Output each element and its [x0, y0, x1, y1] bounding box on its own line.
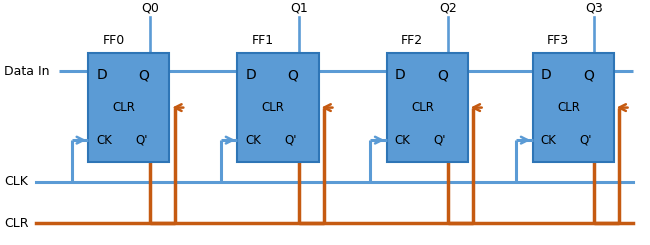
Text: FF1: FF1 — [252, 35, 274, 48]
Text: FF0: FF0 — [103, 35, 125, 48]
Text: CLR: CLR — [262, 101, 285, 114]
Text: D: D — [96, 68, 107, 82]
Text: D: D — [246, 68, 256, 82]
Text: CK: CK — [246, 134, 261, 147]
Text: CLK: CLK — [4, 175, 28, 188]
FancyBboxPatch shape — [387, 53, 468, 162]
Text: FF3: FF3 — [547, 35, 569, 48]
Text: Q2: Q2 — [439, 2, 457, 15]
Text: Q: Q — [288, 68, 298, 82]
Text: Q: Q — [138, 68, 150, 82]
Text: Q3: Q3 — [585, 2, 603, 15]
Text: D: D — [395, 68, 406, 82]
FancyBboxPatch shape — [88, 53, 170, 162]
FancyBboxPatch shape — [532, 53, 614, 162]
Text: Data In: Data In — [4, 65, 49, 78]
Text: Q': Q' — [285, 134, 297, 147]
Text: Q': Q' — [580, 134, 592, 147]
Text: Q: Q — [583, 68, 593, 82]
Text: CK: CK — [395, 134, 411, 147]
Text: CLR: CLR — [557, 101, 580, 114]
Text: CK: CK — [541, 134, 556, 147]
FancyBboxPatch shape — [237, 53, 318, 162]
Text: CLR: CLR — [112, 101, 135, 114]
Text: Q0: Q0 — [141, 2, 159, 15]
Text: CLR: CLR — [411, 101, 434, 114]
Text: CLR: CLR — [4, 217, 29, 230]
Text: D: D — [541, 68, 551, 82]
Text: CK: CK — [96, 134, 112, 147]
Text: Q: Q — [437, 68, 448, 82]
Text: Q': Q' — [434, 134, 446, 147]
Text: FF2: FF2 — [401, 35, 423, 48]
Text: Q': Q' — [135, 134, 148, 147]
Text: Q1: Q1 — [290, 2, 308, 15]
